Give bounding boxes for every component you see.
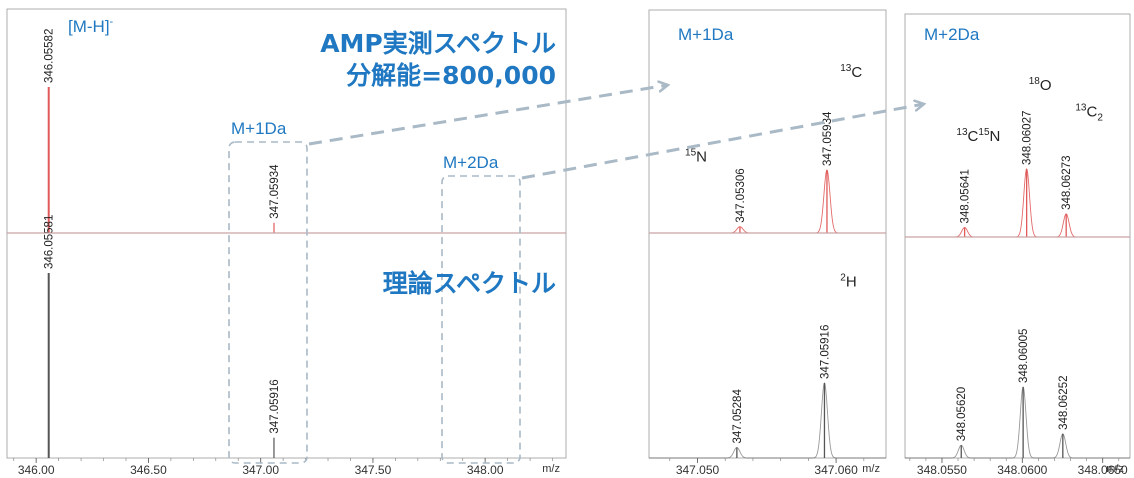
annotations: M+1Da M+2Da M+1Da M+2Da [M-H]- AMP実測スペクトル分解能=… [68,16,980,464]
resolution-label: 分解能=800,000 [346,61,556,90]
panel-title-m1: M+1Da [678,25,734,44]
x-axis-label: m/z [862,463,880,475]
tick-label: 347.060 [814,463,858,477]
zoom-label-m1: M+1Da [231,119,287,138]
theoretical-series: 347.05284 347.05916 [649,325,886,459]
isotope-element: C [1086,104,1097,121]
peak-label: 348.06273 [1061,156,1073,210]
peak-label: 347.05934 [269,164,281,219]
x-axis-ticks: 347.050 347.060 m/z [669,458,880,477]
zoom-arrow-m2 [521,104,924,180]
zoom-arrow-m1 [308,85,668,146]
peak-label: 347.05916 [819,325,831,379]
spectrum-panel-1: 346.05582347.05934346.05581347.05916346.… [6,8,567,477]
tick-label: 348.0550 [917,463,967,477]
ion-charge: - [110,16,114,28]
zoom-box-m1 [228,141,308,464]
x-axis-label: m/z [542,463,560,475]
isotope-element: N [990,128,1001,145]
ion-label-text: [M-H] [68,17,110,36]
peak-label: 348.05620 [956,387,968,441]
peak-label: 348.06005 [1018,329,1030,383]
x-axis-label: m/z [1106,463,1124,475]
zoom-label-m2: M+2Da [443,153,499,172]
theoretical-series: 346.05581 347.05916 [44,215,281,458]
tick-label: 348.0600 [997,463,1047,477]
isotope-mass: 2 [840,273,846,284]
spectrum-panel-3: 348.05641348.06027348.06273348.05620348.… [904,13,1131,477]
theoretical-title: 理論スペクトル [383,269,556,298]
isotope-label: 13C15N [956,127,1000,145]
isotope-mass: 15 [685,148,697,159]
isotope-element: N [696,149,707,166]
isotope-mass: 15 [978,127,990,138]
ion-label: [M-H]- [68,16,114,36]
peak-label: 346.05582 [44,29,56,83]
plot-frame [904,13,1131,459]
isotope-mass: 18 [1029,76,1041,87]
tick-label: 346.00 [18,463,55,477]
peak-label: 348.06027 [1022,111,1034,165]
peak-label: 347.05284 [732,389,744,444]
isotope-subscript: 2 [1097,113,1103,124]
panel-title-m2: M+2Da [924,25,980,44]
isotope-mass: 13 [840,63,852,74]
spectrum-panel-2: 347.05306347.05934347.05284347.05916347.… [648,9,887,477]
tick-label: 348.00 [467,463,504,477]
peak-label: 347.05306 [735,168,747,222]
tick-label: 348.0650 [1078,463,1128,477]
peak-label: 347.05916 [269,379,281,433]
isotope-mass: 13 [1075,103,1087,114]
theoretical-profile-line [649,382,886,459]
tick-label: 347.00 [242,463,279,477]
peak-label: 346.05581 [44,215,56,269]
peak-label: 348.05641 [960,169,972,223]
isotope-label: 15N [685,148,707,166]
isotope-element: C [968,128,979,145]
tick-label: 347.50 [355,463,392,477]
isotope-label: 13C [840,63,862,81]
x-axis-ticks: 346.00 346.50 347.00 347.50 348.00 m/z [13,458,560,477]
theoretical-profile-line [905,386,1130,459]
peak-label: 348.06252 [1058,375,1070,429]
measured-title: AMP実測スペクトル [320,29,556,58]
tick-label: 347.050 [676,463,720,477]
isotope-element: O [1040,77,1052,94]
isotope-element: C [851,64,862,81]
isotope-mass: 13 [956,127,968,138]
peak-label: 347.05934 [822,111,834,166]
theoretical-series: 348.05620 348.06005 348.06252 [905,329,1130,459]
isotope-label: 2H [840,273,856,291]
tick-label: 346.50 [130,463,167,477]
measured-series: 346.05582 347.05934 [44,29,281,233]
isotope-element: H [846,274,857,291]
isotope-label: 13C2 [1075,103,1103,124]
isotope-label: 18O [1029,76,1052,94]
